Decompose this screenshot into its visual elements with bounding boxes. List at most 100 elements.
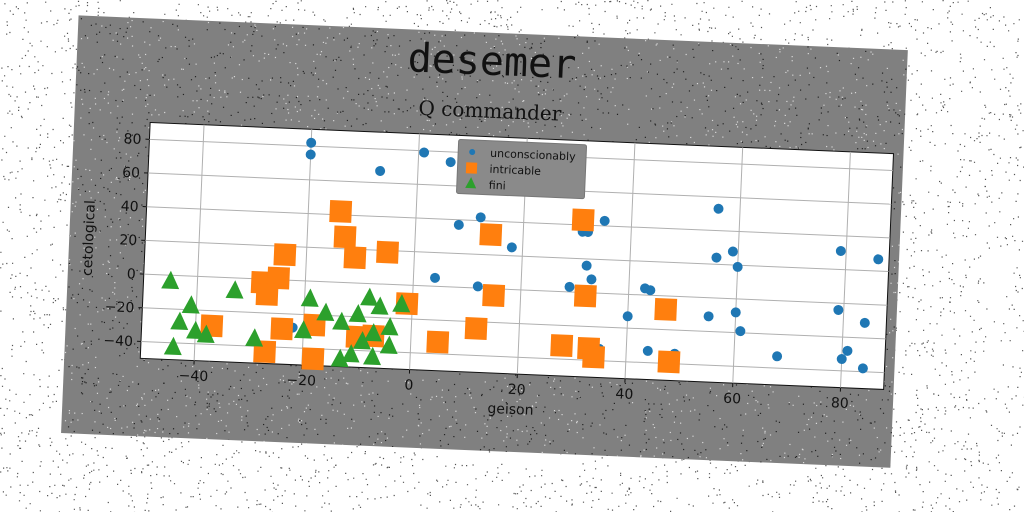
y-tick-label: 20 (119, 232, 137, 249)
unconscionably-point (622, 311, 633, 322)
intricable-point (255, 282, 279, 306)
legend-marker-intricable (465, 162, 478, 174)
fini-point (379, 335, 398, 354)
fini-point (163, 336, 182, 356)
unconscionably-point (305, 149, 316, 160)
unconscionably-point (836, 354, 847, 365)
fini-point (348, 303, 367, 323)
y-gridline (145, 239, 889, 273)
fini-point (161, 270, 180, 290)
fini-point (370, 296, 389, 315)
fini-point (332, 311, 351, 331)
x-tick-label: 40 (615, 386, 633, 403)
unconscionably-point (772, 351, 783, 362)
fini-point (181, 295, 200, 314)
intricable-point (376, 240, 399, 264)
unconscionably-point (445, 157, 456, 168)
unconscionably-point (732, 261, 743, 272)
unconscionably-point (842, 345, 853, 356)
intricable-point (464, 317, 488, 340)
legend-marker-unconscionably (469, 149, 476, 156)
intricable-point (482, 284, 506, 307)
x-tick-label: −20 (286, 372, 316, 389)
unconscionably-point (873, 254, 884, 265)
intricable-point (426, 330, 450, 354)
fini-point (300, 288, 319, 307)
unconscionably-point (703, 311, 714, 322)
legend-box (456, 139, 588, 200)
unconscionably-point (564, 281, 575, 292)
fini-point (352, 331, 371, 350)
unconscionably-point (857, 363, 868, 374)
fini-point (170, 311, 189, 331)
intricable-point (273, 243, 297, 267)
unconscionably-point (430, 272, 441, 283)
intricable-point (270, 317, 294, 341)
legend-label-intricable: intricable (489, 163, 541, 178)
intricable-point (571, 208, 595, 232)
intricable-point (343, 246, 367, 270)
intricable-point (654, 298, 678, 321)
y-axis-label: cetological (80, 200, 99, 276)
chart-card: desemer Q commander −40 −20 0 20 40 60 80 −40 −2… (61, 15, 908, 468)
x-axis-label: geison (487, 401, 534, 419)
legend-marker-fini (465, 177, 477, 189)
fini-point (363, 346, 382, 366)
tick-labels: −40 −20 0 20 40 60 80 −40 −20 0 20 40 60 80 (103, 131, 849, 412)
y-gridline (146, 206, 890, 239)
unconscionably-point (586, 274, 597, 285)
intricable-point (573, 284, 597, 308)
unconscionably-point (581, 260, 592, 271)
unconscionably-point (645, 285, 656, 296)
fini-point (293, 320, 312, 339)
unconscionably-point (730, 307, 741, 318)
unconscionably-point (711, 252, 722, 263)
intricable-point (329, 200, 353, 223)
unconscionably-point (727, 246, 738, 257)
intricable-point (333, 225, 357, 249)
unconscionably-point (599, 215, 610, 226)
unconscionably-point (859, 317, 870, 328)
intricable-point (657, 350, 681, 374)
y-gridline (142, 307, 886, 340)
unconscionably-point (642, 345, 653, 356)
x-tick-label: 60 (723, 391, 741, 408)
fini-point (316, 302, 335, 321)
intricable-point (550, 334, 574, 358)
scatter-plot: −40 −20 0 20 40 60 80 −40 −20 0 20 40 60 80 geison ceto… (80, 121, 895, 419)
unconscionably-point (419, 147, 430, 158)
y-tick-label: −20 (104, 299, 134, 316)
unconscionably-point (306, 137, 317, 148)
y-tick-label: 0 (127, 266, 137, 282)
y-tick-label: 60 (122, 165, 140, 182)
y-tick-label: 80 (123, 131, 141, 148)
intricable-point (479, 223, 503, 247)
unconscionably-point (453, 219, 464, 230)
fini-point (392, 293, 411, 313)
fini-point (364, 323, 383, 342)
legend-label-unconscionably: unconscionably (490, 147, 576, 164)
fini-point (245, 328, 264, 347)
unconscionably-point (475, 212, 486, 223)
x-tick-label: −40 (178, 368, 208, 385)
unconscionably-point (735, 326, 746, 337)
unconscionably-point (713, 203, 724, 214)
fini-point (380, 317, 399, 336)
intricable-point (582, 345, 606, 369)
unconscionably-point (833, 304, 844, 315)
x-tick-label: 20 (507, 382, 525, 399)
fini-point (196, 324, 215, 343)
fini-point (225, 280, 244, 299)
unconscionably-point (375, 165, 386, 176)
legend-label-fini: fini (489, 179, 506, 193)
unconscionably-point (835, 245, 846, 256)
fini-point (341, 344, 360, 363)
intricable-point (301, 347, 325, 371)
fini-point (330, 348, 349, 368)
x-tick-label: 80 (831, 395, 849, 412)
y-tick-label: −40 (103, 333, 133, 350)
fini-point (186, 320, 205, 340)
series-fini (161, 270, 411, 368)
